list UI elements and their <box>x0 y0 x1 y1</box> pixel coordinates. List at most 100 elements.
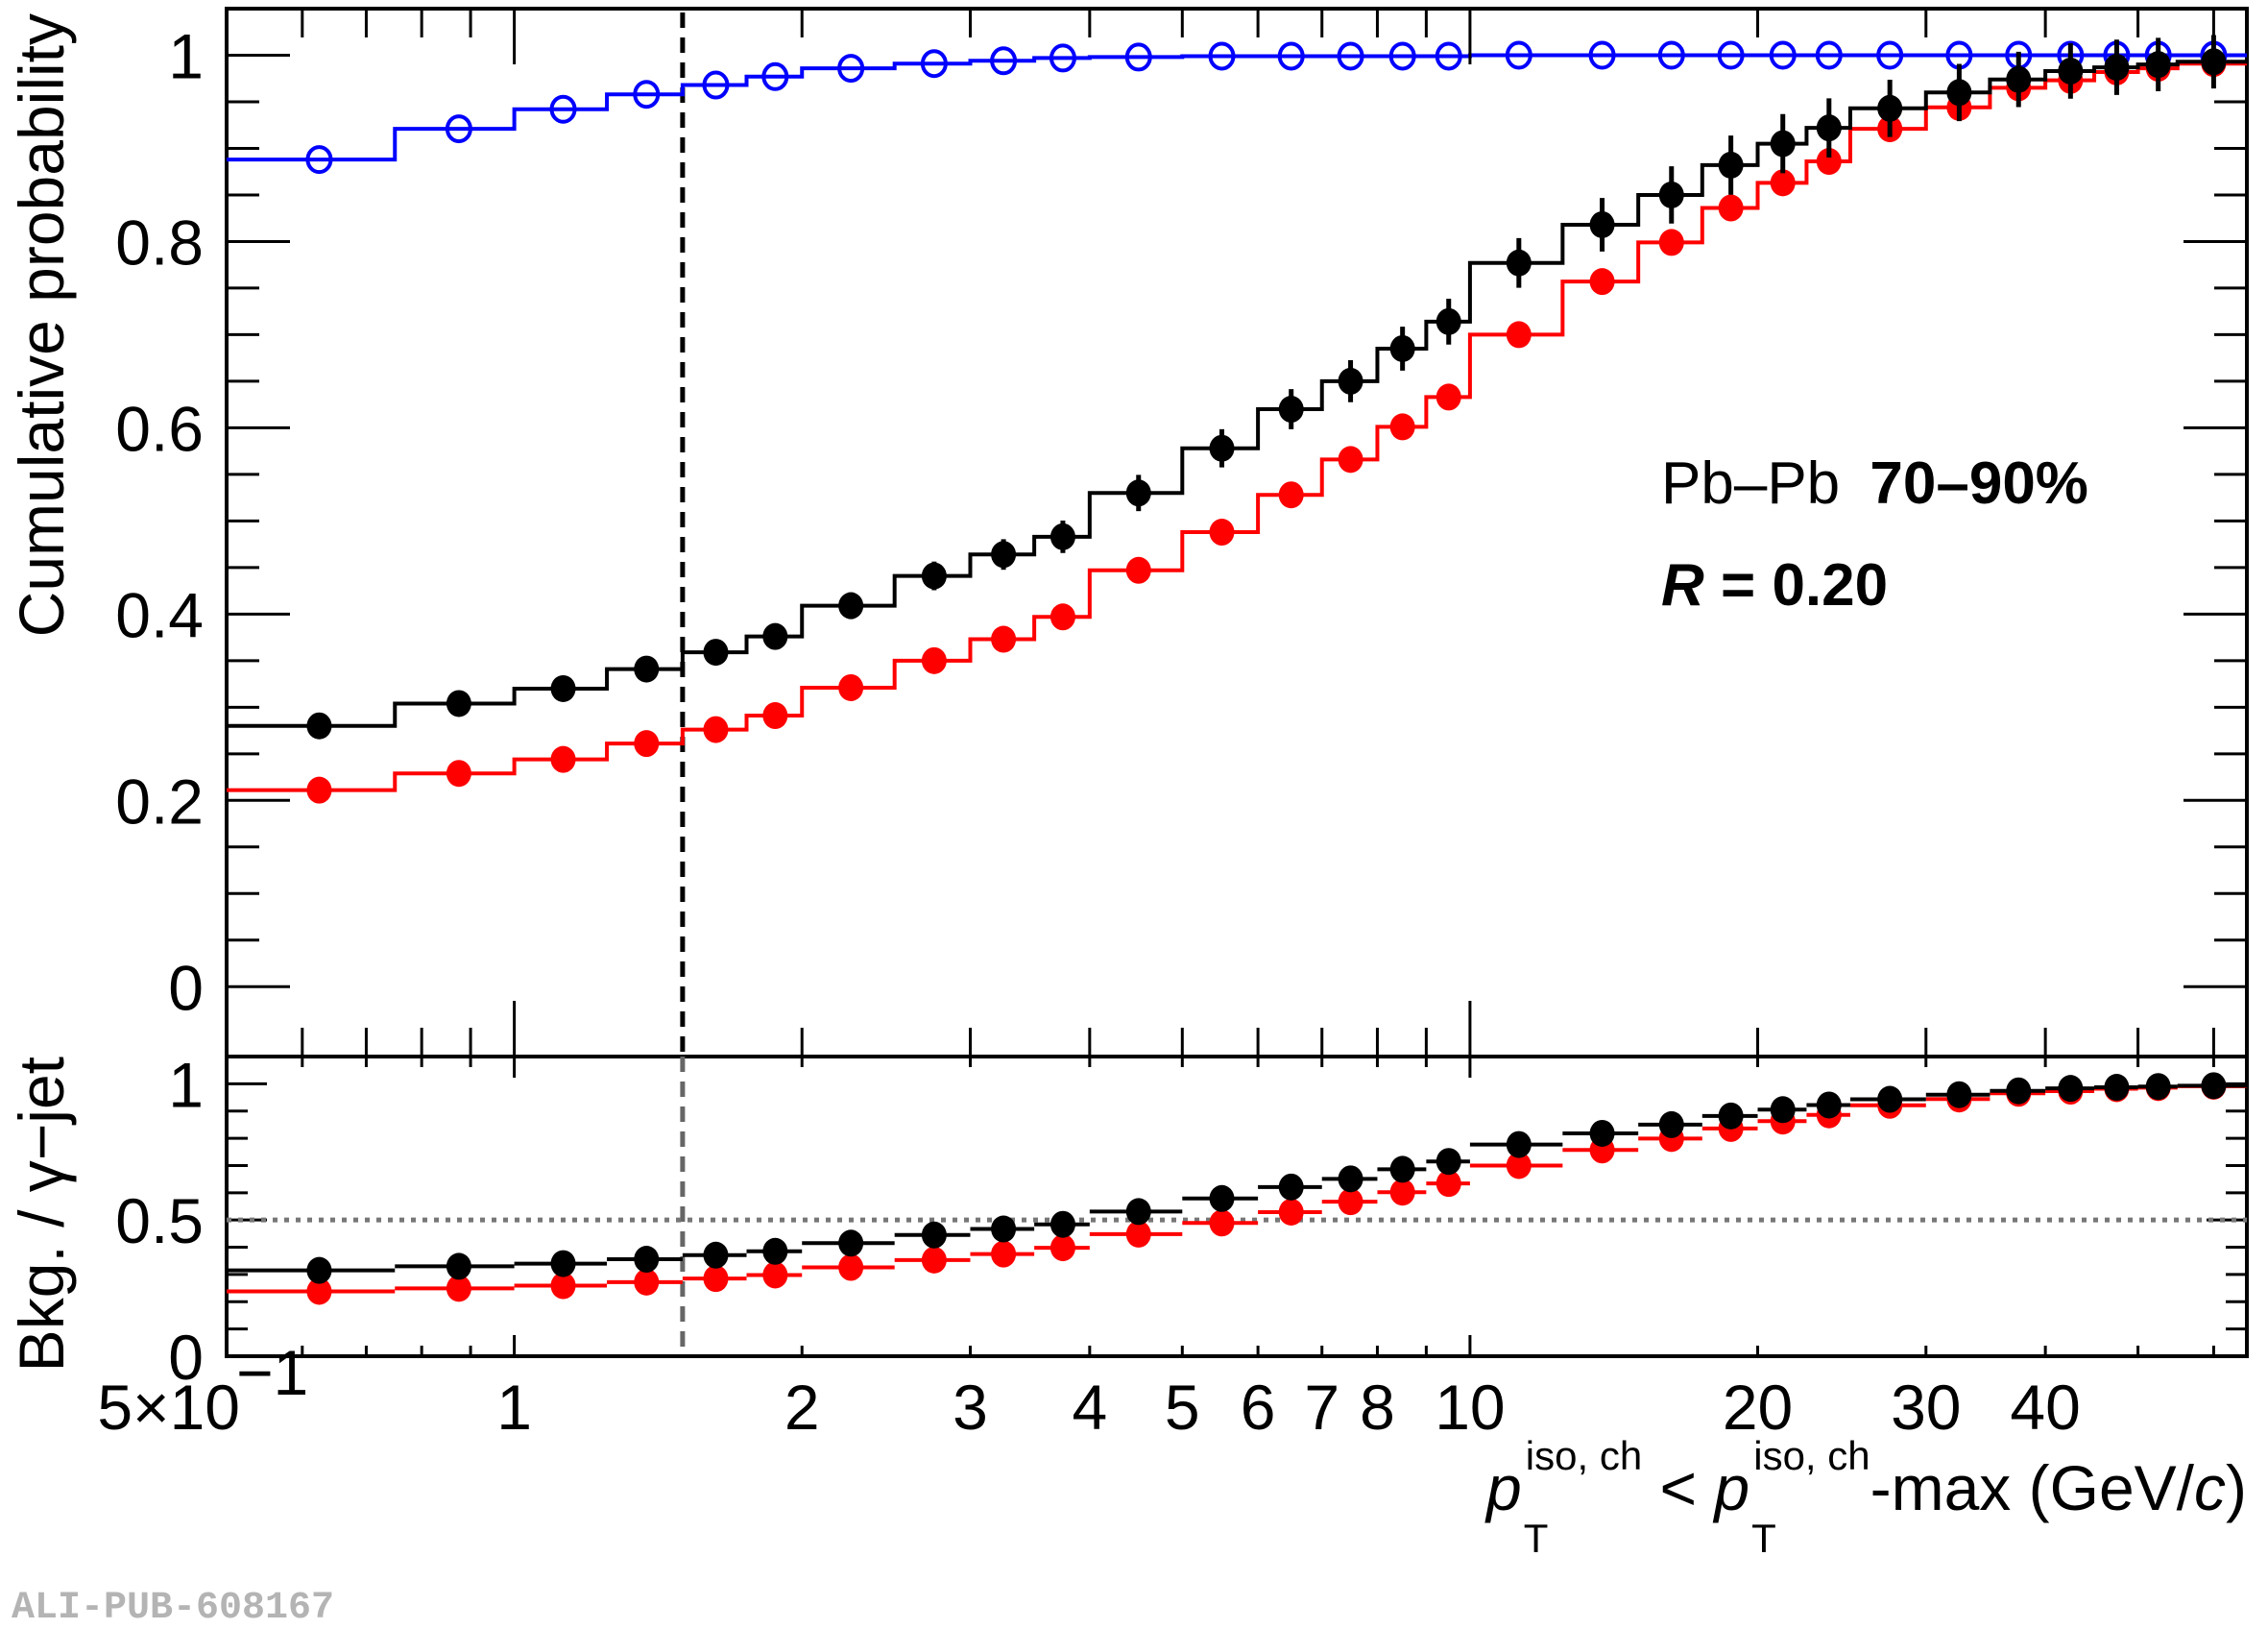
upper-marker-black <box>446 690 471 717</box>
upper-marker-red <box>446 760 471 788</box>
x-tick-label: 5 <box>1165 1372 1200 1443</box>
upper-marker-blue <box>702 70 730 100</box>
lower-marker-red-ratio <box>306 1277 332 1305</box>
lower-marker-black-ratio <box>306 1256 332 1284</box>
upper-marker-red <box>1389 413 1415 441</box>
x-axis-ticks: 5×10−1 1 2 3 4 5 6 7 8 10 20 30 40 <box>97 9 2215 1443</box>
upper-marker-black <box>2201 48 2227 76</box>
upper-marker-black <box>1770 130 1796 158</box>
upper-y-tick-label: 1 <box>168 20 204 91</box>
lower-marker-black-ratio <box>1946 1081 1972 1108</box>
upper-marker-red <box>1050 603 1075 631</box>
lower-marker-black-ratio <box>1816 1091 1842 1119</box>
upper-marker-blue <box>1124 42 1152 72</box>
upper-marker-black <box>1050 523 1075 550</box>
lower-frame <box>225 1055 2249 1358</box>
upper-marker-red <box>991 625 1017 653</box>
x-tick-label: 5×10 <box>97 1372 240 1443</box>
upper-marker-blue <box>1657 40 1685 70</box>
annotation-system-text: Pb–Pb <box>1661 450 1840 517</box>
lower-marker-black-ratio <box>1389 1155 1415 1183</box>
upper-marker-black <box>550 674 576 702</box>
upper-y-tick-label: 0.8 <box>115 207 204 278</box>
lower-marker-red-ratio <box>1050 1234 1075 1262</box>
upper-marker-black <box>703 639 729 667</box>
x-title-c: c <box>2194 1452 2226 1523</box>
upper-marker-blue <box>1337 41 1364 71</box>
x-tick-label: 30 <box>1891 1372 1961 1443</box>
x-tick-label: 6 <box>1241 1372 1276 1443</box>
upper-marker-black <box>2058 57 2084 85</box>
x-title-sup1: iso, ch <box>1526 1433 1642 1478</box>
upper-marker-black <box>1877 94 1903 122</box>
upper-marker-black <box>1338 367 1363 395</box>
upper-marker-red <box>1506 321 1532 349</box>
upper-marker-blue <box>1815 40 1843 70</box>
upper-marker-black <box>1125 479 1151 507</box>
upper-marker-blue <box>1049 43 1076 73</box>
upper-marker-blue <box>1505 40 1532 70</box>
upper-marker-black <box>1658 181 1684 208</box>
lower-marker-red-ratio <box>1436 1170 1461 1198</box>
x-title-close: ) <box>2226 1452 2247 1523</box>
lower-marker-black-ratio <box>2006 1077 2032 1105</box>
lower-marker-black-ratio <box>1718 1102 1744 1130</box>
upper-marker-black <box>1209 434 1235 462</box>
lower-panel: 00.51 <box>115 1049 2249 1393</box>
lower-marker-black-ratio <box>550 1250 576 1277</box>
lower-y-tick-label: 0 <box>168 1322 204 1393</box>
upper-marker-red <box>762 702 788 730</box>
upper-marker-red <box>921 646 947 674</box>
upper-marker-red <box>1338 446 1363 474</box>
x-tick-label: 3 <box>953 1372 988 1443</box>
lower-marker-red-ratio <box>1506 1152 1532 1179</box>
upper-marker-blue <box>920 49 948 79</box>
lower-marker-red-ratio <box>1209 1209 1235 1237</box>
upper-marker-black <box>1718 151 1744 179</box>
lower-marker-black-ratio <box>1770 1096 1796 1124</box>
upper-marker-red <box>306 776 332 804</box>
upper-marker-blue <box>633 80 661 109</box>
upper-y-tick-label: 0.4 <box>115 579 204 650</box>
upper-y-tick-label: 0.2 <box>115 766 204 837</box>
upper-marker-red <box>1125 556 1151 584</box>
upper-marker-red <box>1770 169 1796 197</box>
lower-marker-black-ratio <box>1278 1173 1304 1201</box>
upper-marker-black <box>1946 79 1972 107</box>
x-title-p1: p <box>1484 1452 1522 1523</box>
upper-marker-blue <box>1388 41 1416 71</box>
upper-marker-black <box>2104 54 2130 82</box>
lower-marker-red-ratio <box>762 1261 788 1289</box>
upper-marker-red <box>838 673 864 701</box>
upper-marker-black <box>838 592 864 620</box>
upper-marker-blue <box>1277 41 1305 71</box>
x-title-sup2: iso, ch <box>1753 1433 1870 1478</box>
annotation-system: Pb–Pb 70–90% <box>1661 450 2088 517</box>
upper-marker-blue <box>1876 40 1904 70</box>
upper-step-line-red <box>227 61 2247 792</box>
lower-marker-black-ratio <box>921 1221 947 1249</box>
x-tick-label: 7 <box>1304 1372 1339 1443</box>
lower-y-tick-label: 1 <box>168 1049 204 1120</box>
upper-marker-blue <box>1208 41 1236 71</box>
lower-marker-black-ratio <box>1436 1148 1461 1176</box>
upper-marker-red <box>1278 481 1304 509</box>
lower-marker-red-ratio <box>703 1265 729 1293</box>
upper-marker-black <box>762 622 788 650</box>
upper-marker-blue <box>1769 40 1797 70</box>
x-title-sub1: T <box>1524 1516 1548 1561</box>
lower-marker-black-ratio <box>446 1252 471 1280</box>
lower-marker-red-ratio <box>1338 1188 1363 1216</box>
lower-marker-black-ratio <box>1506 1131 1532 1158</box>
upper-y-axis-title: Cumulative probability <box>6 13 77 637</box>
upper-marker-black <box>1589 210 1615 238</box>
lower-marker-red-ratio <box>1278 1198 1304 1226</box>
upper-y-tick-label: 0.6 <box>115 393 204 464</box>
x-axis-title: pTiso, ch < pTiso, ch-max (GeV/c) <box>1484 1433 2247 1561</box>
upper-marker-black <box>2006 65 2032 93</box>
upper-marker-blue <box>549 94 577 124</box>
upper-marker-black <box>1436 307 1461 335</box>
upper-marker-red <box>550 745 576 773</box>
upper-marker-blue <box>837 54 865 84</box>
lower-marker-black-ratio <box>1877 1085 1903 1113</box>
